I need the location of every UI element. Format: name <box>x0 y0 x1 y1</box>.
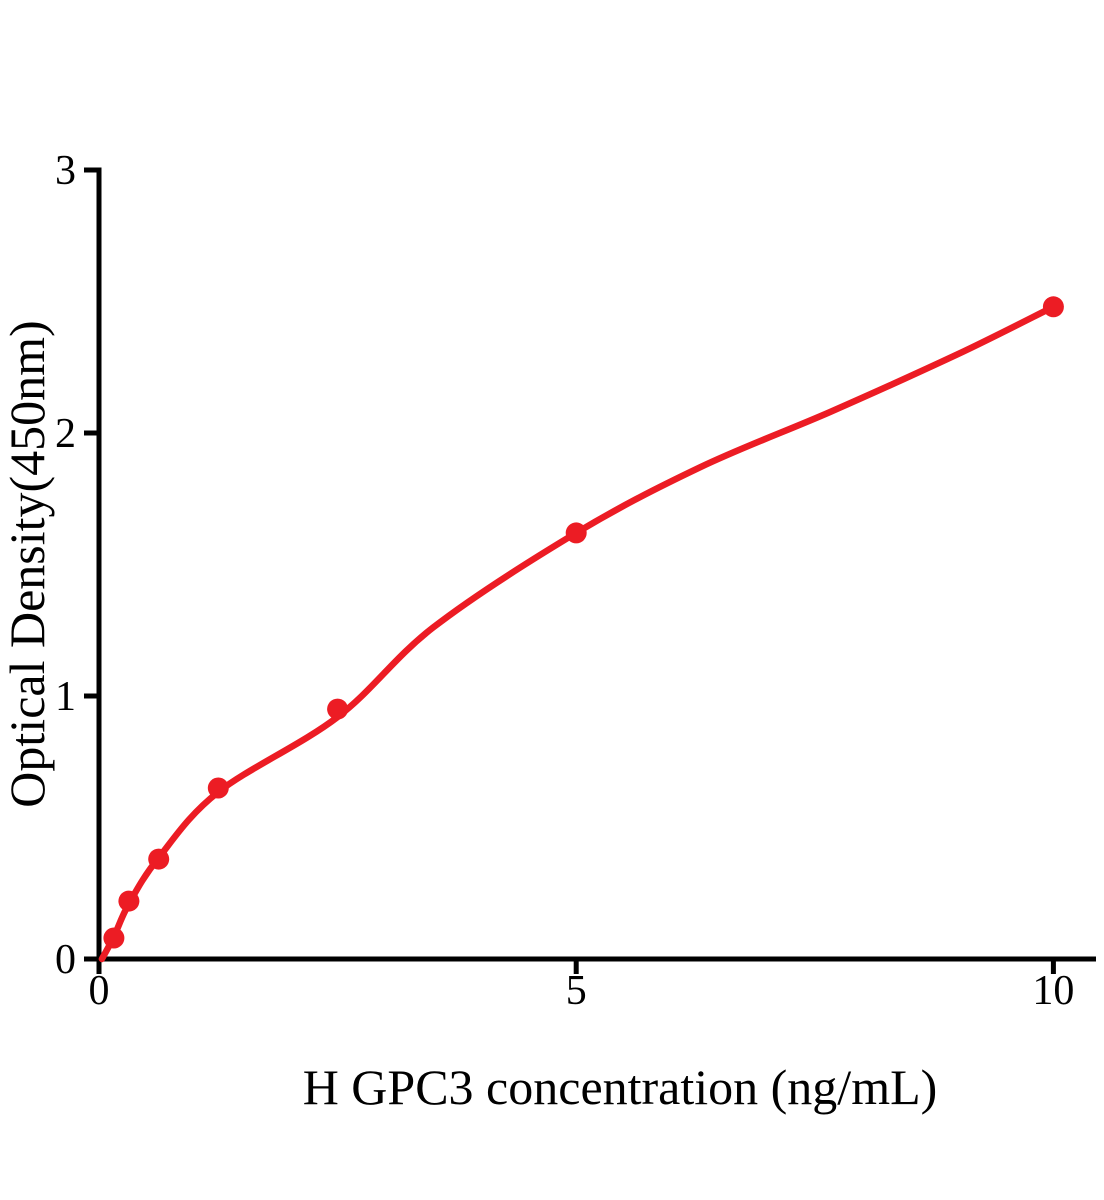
x-axis-title: H GPC3 concentration (ng/mL) <box>303 1059 938 1115</box>
y-tick-label: 3 <box>55 148 76 194</box>
y-axis-title: Optical Density(450nm) <box>0 320 55 807</box>
x-tick-label: 5 <box>566 968 587 1014</box>
data-point <box>148 848 170 870</box>
fit-curve <box>98 303 1057 963</box>
data-point <box>118 890 140 912</box>
y-tick-label: 0 <box>55 937 76 983</box>
y-tick-label: 2 <box>55 411 76 457</box>
data-point <box>327 698 349 720</box>
x-tick-label: 0 <box>89 968 110 1014</box>
data-point <box>1042 296 1064 318</box>
data-point <box>103 927 125 949</box>
axes <box>96 167 1096 962</box>
data-point <box>207 777 229 799</box>
axis-ticks <box>84 167 1056 974</box>
x-tick-label: 10 <box>1032 968 1074 1014</box>
axis-tick-labels: 0 1 2 3 0 5 10 <box>55 148 1074 1014</box>
data-series <box>98 296 1064 963</box>
data-point <box>565 522 587 544</box>
y-tick-label: 1 <box>55 674 76 720</box>
